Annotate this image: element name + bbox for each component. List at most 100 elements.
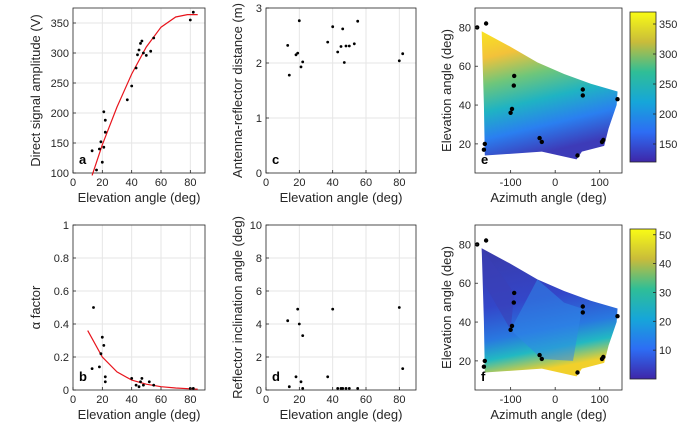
data-point <box>139 380 142 384</box>
axes-frame <box>265 224 417 391</box>
data-point <box>344 44 348 48</box>
panel-label: f <box>481 369 486 384</box>
x-tick-label: -100 <box>500 394 522 406</box>
data-point <box>139 42 142 45</box>
y-tick-label: 100 <box>51 168 69 180</box>
x-tick-label: 20 <box>293 177 305 189</box>
data-point <box>294 375 298 379</box>
x-tick-label: 40 <box>126 177 138 189</box>
data-point <box>511 83 516 88</box>
data-point <box>136 53 139 57</box>
data-point <box>130 377 134 380</box>
data-point <box>286 319 290 323</box>
colorbar-tick-label: 40 <box>659 259 671 271</box>
data-point <box>509 323 515 329</box>
axes-frame <box>72 7 206 174</box>
data-point <box>599 139 605 145</box>
colorbar-tick-label: 150 <box>659 139 677 151</box>
x-tick-label: 0 <box>70 177 76 189</box>
x-tick-label: 80 <box>393 177 405 189</box>
y-tick-label: 0 <box>256 385 262 397</box>
data-point <box>336 50 340 54</box>
y-tick-label: 1 <box>63 220 69 232</box>
y-tick-label: 60 <box>459 61 471 73</box>
y-tick-label: 250 <box>51 78 69 90</box>
y-tick-label: 2 <box>256 58 262 70</box>
colorbar <box>629 228 657 380</box>
data-point <box>296 51 300 55</box>
y-axis-label: Elevation angle (deg) <box>439 29 454 152</box>
panel-label: b <box>79 369 87 384</box>
x-tick-label: 0 <box>263 394 269 406</box>
data-point <box>149 49 153 53</box>
data-point <box>508 110 513 116</box>
data-point <box>103 380 107 384</box>
data-point <box>508 327 513 332</box>
data-point <box>297 322 301 326</box>
y-tick-label: 20 <box>459 139 471 151</box>
colorbar-tick-label: 300 <box>659 49 677 61</box>
data-point <box>144 54 148 57</box>
data-point <box>103 118 107 122</box>
data-point <box>512 290 517 296</box>
data-point <box>299 380 303 384</box>
y-tick-label: 80 <box>459 239 471 251</box>
plot-area <box>266 225 416 390</box>
colorbar-tick-label: 200 <box>659 109 677 121</box>
data-point <box>344 387 348 390</box>
data-point <box>134 383 138 387</box>
data-point <box>137 385 141 389</box>
data-point <box>102 145 106 149</box>
data-point <box>99 140 103 144</box>
y-tick-label: 20 <box>459 356 471 368</box>
data-point <box>580 310 585 315</box>
x-axis-label: Azimuth angle (deg) <box>490 407 606 422</box>
fit-curve <box>91 14 198 176</box>
data-point <box>125 98 129 102</box>
data-point <box>326 40 330 44</box>
colorbar-tick-label: 20 <box>659 316 671 328</box>
data-point <box>401 367 405 370</box>
data-point <box>98 365 101 369</box>
axes-frame <box>72 224 206 391</box>
data-point <box>575 153 580 158</box>
data-point <box>296 307 300 311</box>
y-tick-label: 0.8 <box>54 253 69 265</box>
x-tick-label: 80 <box>393 394 405 406</box>
y-tick-label: 4 <box>256 319 262 331</box>
y-tick-label: 40 <box>459 100 471 112</box>
y-tick-label: 0.6 <box>54 286 69 298</box>
x-axis-label: Elevation angle (deg) <box>280 190 403 205</box>
plot-area <box>73 225 205 390</box>
x-tick-label: 20 <box>293 394 305 406</box>
heatmap-patch <box>510 279 582 361</box>
data-point <box>352 42 356 46</box>
y-tick-label: 1 <box>256 113 262 125</box>
axes-frame <box>474 224 623 391</box>
data-point <box>140 39 144 43</box>
colorbar-tick-label: 10 <box>659 345 671 357</box>
panel-f: -100 0 100 20 40 60 80 Azimuth angle (deg) Eleva… <box>439 224 671 422</box>
data-point <box>191 387 195 390</box>
panel-label: a <box>79 152 87 167</box>
data-point <box>615 97 620 102</box>
data-point <box>336 387 340 390</box>
y-tick-label: 40 <box>459 317 471 329</box>
data-point <box>142 51 145 55</box>
data-point <box>347 387 351 390</box>
x-tick-label: 40 <box>327 177 339 189</box>
data-point <box>147 380 151 384</box>
x-tick-label: 0 <box>552 394 558 406</box>
x-axis-label: Elevation angle (deg) <box>78 190 201 205</box>
x-tick-label: 0 <box>552 177 558 189</box>
panel-label: c <box>272 152 279 167</box>
colorbar-tick-label: 30 <box>659 287 671 299</box>
x-tick-label: 80 <box>184 394 196 406</box>
data-point <box>599 356 605 362</box>
x-axis-label: Elevation angle (deg) <box>78 407 201 422</box>
data-point <box>481 147 487 152</box>
data-point <box>580 93 585 98</box>
data-point <box>152 383 156 387</box>
x-tick-label: 60 <box>155 394 167 406</box>
data-point <box>301 387 305 390</box>
